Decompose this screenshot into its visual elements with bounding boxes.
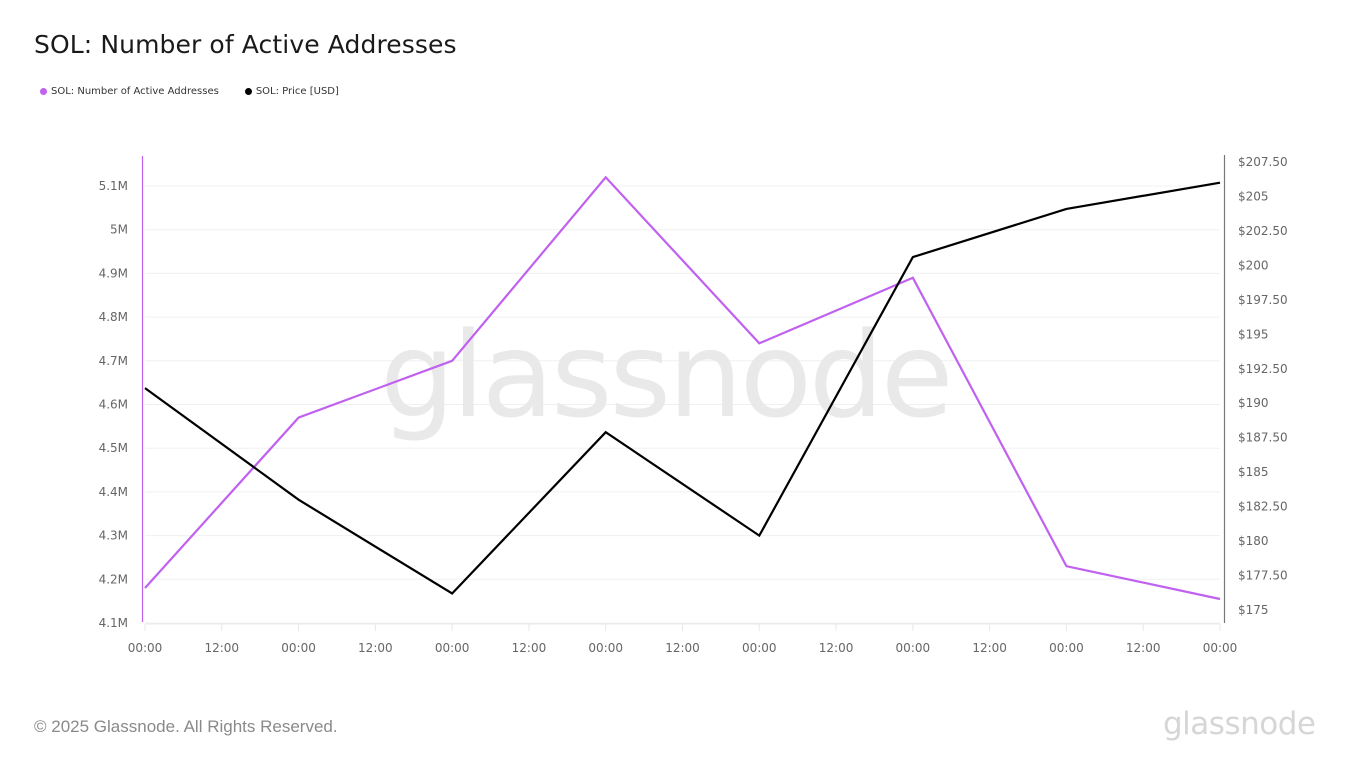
legend-dot-icon bbox=[244, 88, 252, 95]
left-axis-tick: 4.6M bbox=[99, 398, 128, 412]
x-axis-tick: 00:00 bbox=[588, 641, 623, 655]
left-axis-tick: 4.8M bbox=[99, 310, 128, 324]
left-axis-tick: 4.4M bbox=[99, 485, 128, 499]
left-axis-tick: 5.1M bbox=[99, 179, 128, 193]
left-axis-tick: 4.2M bbox=[99, 572, 128, 586]
right-axis-tick: $202.50 bbox=[1238, 224, 1288, 238]
left-axis-tick: 4.5M bbox=[99, 441, 128, 455]
right-y-axis: $207.50 $205 $202.50 $200 $197.50 $195 $192.50… bbox=[1223, 155, 1288, 623]
x-axis-tick: 00:00 bbox=[896, 641, 931, 655]
right-axis-tick: $205 bbox=[1238, 189, 1269, 203]
legend-item-active-addresses[interactable]: SOL: Number of Active Addresses bbox=[40, 86, 219, 97]
x-axis-tick: 00:00 bbox=[128, 641, 163, 655]
left-axis-tick: 4.3M bbox=[99, 529, 128, 543]
right-axis-tick: $175 bbox=[1238, 603, 1269, 617]
x-axis-tick: 00:00 bbox=[281, 641, 316, 655]
right-axis-tick: $195 bbox=[1238, 327, 1269, 341]
x-axis-tick: 00:00 bbox=[1203, 641, 1238, 655]
right-axis-tick: $177.50 bbox=[1238, 569, 1288, 583]
left-axis-tick: 4.7M bbox=[99, 354, 128, 368]
copyright-text: © 2025 Glassnode. All Rights Reserved. bbox=[34, 717, 338, 736]
right-axis-tick: $200 bbox=[1238, 258, 1269, 272]
left-axis-tick: 4.9M bbox=[99, 266, 128, 280]
brand-logo: glassnode bbox=[1163, 706, 1316, 742]
x-axis-tick: 12:00 bbox=[512, 641, 547, 655]
x-axis-tick: 12:00 bbox=[819, 641, 854, 655]
right-axis-tick: $190 bbox=[1238, 396, 1269, 410]
right-axis-tick: $182.50 bbox=[1238, 500, 1288, 514]
chart-title: SOL: Number of Active Addresses bbox=[34, 30, 457, 59]
legend-label: SOL: Number of Active Addresses bbox=[51, 86, 219, 97]
right-axis-tick: $207.50 bbox=[1238, 155, 1288, 169]
right-axis-tick: $197.50 bbox=[1238, 293, 1288, 307]
left-y-axis: 5.1M 5M 4.9M 4.8M 4.7M 4.6M 4.5M 4.4M 4.3M 4.2M 4.… bbox=[99, 156, 144, 630]
x-axis-tick: 12:00 bbox=[972, 641, 1007, 655]
x-axis-tick: 00:00 bbox=[435, 641, 470, 655]
x-axis-tick: 12:00 bbox=[358, 641, 393, 655]
left-axis-tick: 5M bbox=[110, 223, 128, 237]
chart-legend: SOL: Number of Active Addresses SOL: Pri… bbox=[40, 86, 339, 97]
x-axis-tick: 12:00 bbox=[1126, 641, 1161, 655]
legend-label: SOL: Price [USD] bbox=[255, 86, 339, 97]
active-addresses-line bbox=[144, 175, 1221, 601]
legend-dot-icon bbox=[40, 88, 47, 95]
right-axis-tick: $180 bbox=[1238, 534, 1269, 548]
x-axis: 00:00 12:00 00:00 12:00 00:00 12:00 00:00 12:00… bbox=[128, 623, 1238, 655]
price-line bbox=[144, 181, 1221, 595]
right-axis-tick: $185 bbox=[1238, 465, 1269, 479]
x-axis-tick: 12:00 bbox=[204, 641, 239, 655]
x-axis-tick: 00:00 bbox=[1049, 641, 1084, 655]
right-axis-tick: $187.50 bbox=[1238, 431, 1288, 445]
legend-item-price[interactable]: SOL: Price [USD] bbox=[244, 86, 339, 97]
right-axis-tick: $192.50 bbox=[1238, 362, 1288, 376]
x-axis-tick: 00:00 bbox=[742, 641, 777, 655]
grid-lines bbox=[145, 185, 1220, 624]
x-axis-tick: 12:00 bbox=[665, 641, 700, 655]
left-axis-tick: 4.1M bbox=[99, 616, 128, 630]
watermark: glassnode bbox=[380, 306, 950, 444]
